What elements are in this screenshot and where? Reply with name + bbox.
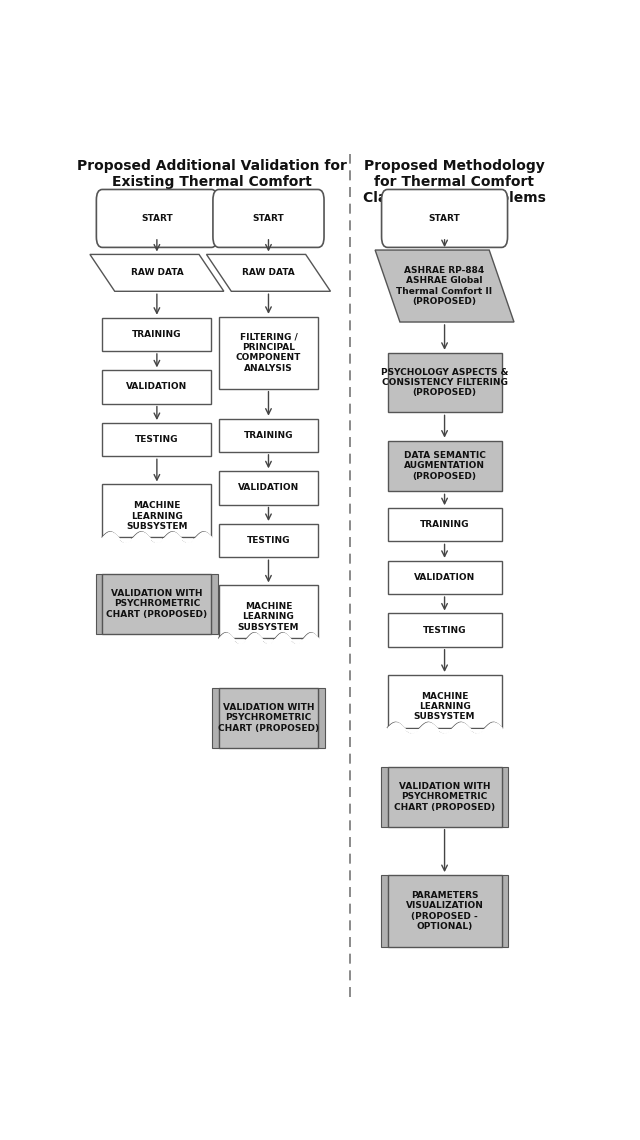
FancyBboxPatch shape xyxy=(381,876,388,947)
Text: Proposed Methodology
for Thermal Comfort
Classification Problems: Proposed Methodology for Thermal Comfort… xyxy=(363,158,546,205)
FancyBboxPatch shape xyxy=(102,573,211,634)
FancyBboxPatch shape xyxy=(219,471,318,505)
Text: FILTERING /
PRINCIPAL
COMPONENT
ANALYSIS: FILTERING / PRINCIPAL COMPONENT ANALYSIS xyxy=(236,333,301,373)
Text: MACHINE
LEARNING
SUBSYSTEM: MACHINE LEARNING SUBSYSTEM xyxy=(237,602,300,632)
Text: TRAINING: TRAINING xyxy=(132,329,182,339)
FancyBboxPatch shape xyxy=(219,418,318,451)
FancyBboxPatch shape xyxy=(381,767,388,826)
Text: DATA SEMANTIC
AUGMENTATION
(PROPOSED): DATA SEMANTIC AUGMENTATION (PROPOSED) xyxy=(404,451,486,481)
FancyBboxPatch shape xyxy=(388,876,502,947)
FancyBboxPatch shape xyxy=(388,440,502,491)
FancyBboxPatch shape xyxy=(102,423,211,456)
Text: RAW DATA: RAW DATA xyxy=(242,268,295,277)
Text: ASHRAE RP-884
ASHRAE Global
Thermal Comfort II
(PROPOSED): ASHRAE RP-884 ASHRAE Global Thermal Comf… xyxy=(397,266,493,307)
Text: VALIDATION: VALIDATION xyxy=(414,573,475,581)
FancyBboxPatch shape xyxy=(219,585,318,638)
Text: TESTING: TESTING xyxy=(423,626,467,635)
FancyBboxPatch shape xyxy=(219,689,318,748)
FancyBboxPatch shape xyxy=(213,189,324,247)
Text: VALIDATION: VALIDATION xyxy=(126,383,188,391)
FancyBboxPatch shape xyxy=(388,675,502,727)
FancyBboxPatch shape xyxy=(102,318,211,351)
FancyBboxPatch shape xyxy=(102,484,211,537)
FancyBboxPatch shape xyxy=(318,689,324,748)
Text: TESTING: TESTING xyxy=(247,536,290,545)
Text: TRAINING: TRAINING xyxy=(244,431,293,440)
Text: VALIDATION WITH
PSYCHROMETRIC
CHART (PROPOSED): VALIDATION WITH PSYCHROMETRIC CHART (PRO… xyxy=(218,703,319,733)
FancyBboxPatch shape xyxy=(102,370,211,404)
FancyBboxPatch shape xyxy=(96,573,102,634)
FancyBboxPatch shape xyxy=(388,561,502,594)
Polygon shape xyxy=(207,254,330,292)
Text: PARAMETERS
VISUALIZATION
(PROPOSED -
OPTIONAL): PARAMETERS VISUALIZATION (PROPOSED - OPT… xyxy=(406,891,483,931)
FancyBboxPatch shape xyxy=(381,189,508,247)
FancyBboxPatch shape xyxy=(219,317,318,389)
FancyBboxPatch shape xyxy=(211,573,218,634)
Text: START: START xyxy=(141,214,173,223)
FancyBboxPatch shape xyxy=(219,524,318,557)
Text: TRAINING: TRAINING xyxy=(420,520,469,529)
Text: RAW DATA: RAW DATA xyxy=(131,268,183,277)
Text: VALIDATION WITH
PSYCHROMETRIC
CHART (PROPOSED): VALIDATION WITH PSYCHROMETRIC CHART (PRO… xyxy=(106,589,207,619)
FancyBboxPatch shape xyxy=(388,508,502,542)
Text: PSYCHOLOGY ASPECTS &
CONSISTENCY FILTERING
(PROPOSED): PSYCHOLOGY ASPECTS & CONSISTENCY FILTERI… xyxy=(381,368,508,398)
Text: START: START xyxy=(429,214,460,223)
FancyBboxPatch shape xyxy=(388,767,502,826)
Text: MACHINE
LEARNING
SUBSYSTEM: MACHINE LEARNING SUBSYSTEM xyxy=(414,692,476,722)
FancyBboxPatch shape xyxy=(388,352,502,413)
Polygon shape xyxy=(375,250,514,321)
FancyBboxPatch shape xyxy=(388,613,502,646)
FancyBboxPatch shape xyxy=(502,767,508,826)
Polygon shape xyxy=(90,254,224,292)
Text: VALIDATION: VALIDATION xyxy=(238,483,299,492)
Text: MACHINE
LEARNING
SUBSYSTEM: MACHINE LEARNING SUBSYSTEM xyxy=(126,502,188,531)
FancyBboxPatch shape xyxy=(97,189,218,247)
FancyBboxPatch shape xyxy=(212,689,219,748)
Text: START: START xyxy=(253,214,284,223)
Text: VALIDATION WITH
PSYCHROMETRIC
CHART (PROPOSED): VALIDATION WITH PSYCHROMETRIC CHART (PRO… xyxy=(394,782,495,812)
Text: TESTING: TESTING xyxy=(135,435,179,445)
FancyBboxPatch shape xyxy=(502,876,508,947)
Text: Proposed Additional Validation for
Existing Thermal Comfort
Classification Probl: Proposed Additional Validation for Exist… xyxy=(77,158,346,205)
